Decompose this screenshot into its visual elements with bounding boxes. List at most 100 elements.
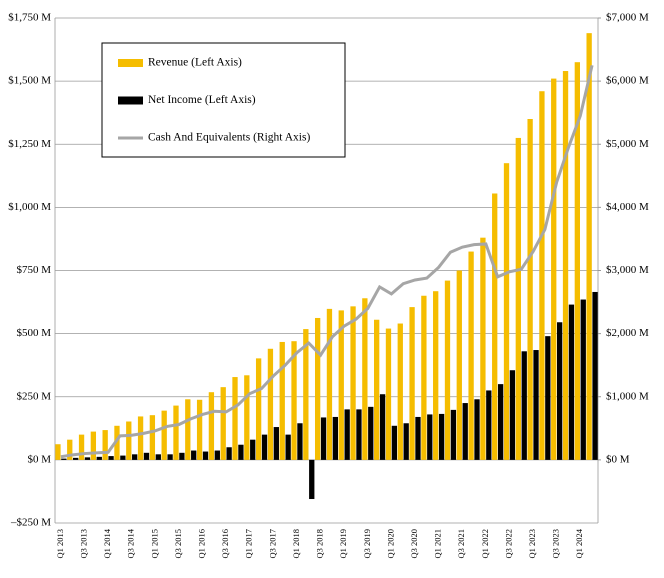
x-tick-label: Q3 2014 [126,528,136,558]
bar [214,450,220,460]
bar [474,399,480,460]
x-tick-label: Q3 2017 [267,529,277,559]
bar [427,414,433,460]
y-tick-label: $500 M [16,327,51,339]
bar [503,163,510,460]
bar [67,439,73,460]
bar [509,370,516,460]
bar [161,410,167,460]
bar [226,447,232,460]
y-tick-label: $0 M [27,453,51,465]
bar [385,328,392,460]
bar [114,425,120,460]
x-tick-label: Q1 2023 [527,529,537,559]
x-tick-label: Q1 2016 [197,529,207,559]
y-tick-label: $250 M [16,390,51,402]
bar [338,310,344,460]
bar [96,456,102,460]
bar [267,348,274,460]
x-tick-label: Q3 2020 [409,529,419,559]
bar [297,423,303,460]
bar [238,444,244,460]
x-tick-label: Q1 2024 [574,528,584,558]
x-tick-label: Q3 2019 [362,529,372,559]
bar [391,425,398,460]
bar [574,62,580,460]
bar [179,452,185,460]
legend: Revenue (Left Axis) Net Income (Left Axis… [101,42,346,158]
bar [350,306,356,460]
bar [143,452,150,460]
y2-tick-label: $0 M [606,453,630,465]
bar [533,350,539,460]
bar [78,434,85,460]
y-tick-label: $1,250 M [8,138,51,150]
bar [84,457,91,460]
x-tick-label: Q3 2023 [551,529,561,559]
bar [102,430,108,460]
bar [173,405,179,460]
x-tick-label: Q3 2018 [315,529,325,559]
bar [468,251,474,460]
bar [279,341,285,460]
bar [126,421,132,460]
bar [137,416,144,460]
bar [108,456,114,460]
x-tick-label: Q1 2021 [433,529,443,559]
bar [368,406,374,460]
x-tick-label: Q1 2019 [338,529,348,559]
bar [332,416,339,460]
bar [202,451,209,460]
line [60,65,594,459]
bar [515,137,521,460]
bar [568,304,575,460]
legend-label: Net Income (Left Axis) [148,94,256,106]
bar [244,375,250,460]
x-tick-label: Q1 2015 [149,529,159,559]
bar [291,341,297,460]
bar [220,387,226,460]
bar [55,444,61,460]
x-tick-label: Q3 2021 [456,529,466,559]
y-tick-label: $1,500 M [8,75,51,87]
x-tick-label: Q3 2016 [220,529,230,559]
y2-tick-label: $5,000 M [606,138,649,150]
legend-label: Revenue (Left Axis) [148,57,242,69]
x-tick-label: Q1 2018 [291,529,301,559]
x-tick-label: Q3 2015 [173,529,183,559]
bar [497,384,504,460]
bar [61,458,67,460]
bar [580,299,586,460]
bar [320,417,327,460]
bar [486,390,492,460]
bar [255,358,262,460]
y2-tick-label: $7,000 M [606,12,649,24]
bar [185,399,191,460]
bar [409,307,415,460]
bar [309,459,315,500]
bar [208,392,215,460]
bar [456,270,462,460]
x-tick-label: Q1 2022 [480,529,490,559]
bar [415,416,421,460]
bar [149,415,156,460]
bar [551,78,557,460]
bar [545,336,551,460]
bar [326,308,333,460]
bar [556,322,563,460]
legend-label: Cash And Equivalents (Right Axis) [148,132,310,144]
bar [303,329,309,460]
bar [232,377,238,460]
bar [527,119,533,460]
bar [521,351,527,460]
x-tick-label: Q3 2022 [503,529,513,559]
bar [480,237,486,460]
bar [273,427,279,460]
bar [397,323,403,460]
x-tick-label: Q1 2013 [55,529,65,559]
bar [444,280,451,460]
bar [421,295,427,460]
bar [191,450,197,460]
bar [285,434,291,460]
